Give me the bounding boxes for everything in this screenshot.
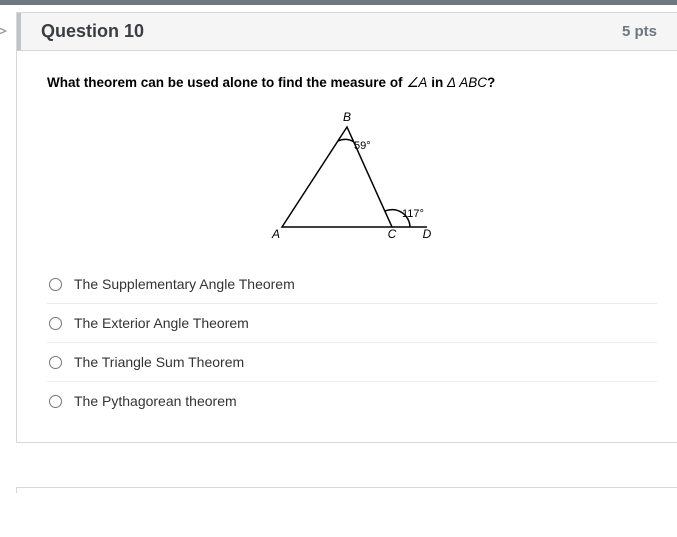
option-label: The Exterior Angle Theorem <box>74 315 249 331</box>
prompt-tail: ? <box>487 75 495 90</box>
vertex-C: C <box>388 227 397 241</box>
option-radio[interactable] <box>49 278 62 291</box>
option-radio[interactable] <box>49 356 62 369</box>
option-row[interactable]: The Triangle Sum Theorem <box>47 343 657 382</box>
option-row[interactable]: The Supplementary Angle Theorem <box>47 265 657 304</box>
question-prompt: What theorem can be used alone to find t… <box>47 75 657 91</box>
vertex-D: D <box>423 227 432 241</box>
option-row[interactable]: The Pythagorean theorem <box>47 382 657 420</box>
option-label: The Pythagorean theorem <box>74 393 237 409</box>
prompt-lead: What theorem can be used alone to find t… <box>47 75 406 90</box>
angle-ext-label: 117° <box>402 208 424 220</box>
question-card: Question 10 5 pts What theorem can be us… <box>16 12 677 443</box>
question-points: 5 pts <box>622 23 657 40</box>
vertex-B: B <box>343 110 351 124</box>
flag-icon[interactable] <box>0 27 8 41</box>
option-label: The Triangle Sum Theorem <box>74 354 244 370</box>
prompt-in: in <box>427 75 447 90</box>
option-row[interactable]: The Exterior Angle Theorem <box>47 304 657 343</box>
top-gap <box>0 5 677 12</box>
vertex-A: A <box>271 227 280 241</box>
triangle-figure: B A C D 59° 117° <box>47 101 657 265</box>
question-body: What theorem can be used alone to find t… <box>17 51 677 442</box>
triangle-symbol: Δ <box>447 75 456 90</box>
question-title: Question 10 <box>41 21 144 42</box>
triangle-name: ABC <box>456 75 488 90</box>
angle-B-label: 59° <box>354 140 371 152</box>
next-question-card-peek <box>16 487 677 493</box>
angle-symbol: ∠ <box>406 75 418 90</box>
option-label: The Supplementary Angle Theorem <box>74 276 295 292</box>
answer-options: The Supplementary Angle Theorem The Exte… <box>47 265 657 434</box>
option-radio[interactable] <box>49 317 62 330</box>
question-header: Question 10 5 pts <box>17 13 677 51</box>
option-radio[interactable] <box>49 395 62 408</box>
